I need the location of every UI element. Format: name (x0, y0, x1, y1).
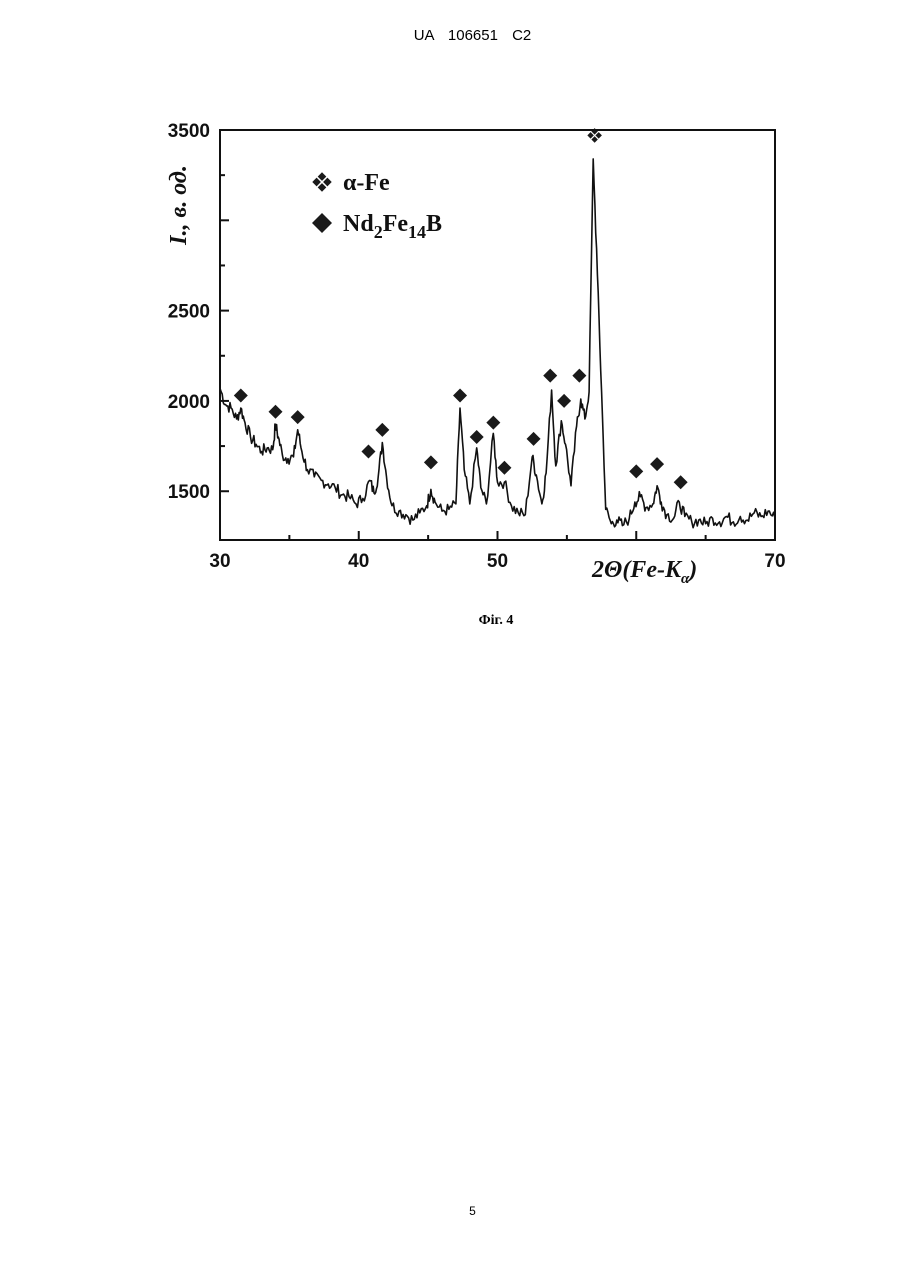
four-diamond-part (312, 178, 321, 187)
four-diamond-part (318, 183, 327, 192)
x-tick-marks (220, 531, 775, 540)
legend-item-nd2fe14b: Nd2Fe14B (312, 211, 442, 242)
legend-label-alpha-fe: α-Fe (343, 170, 390, 196)
nd2fe14b-marker (497, 461, 511, 475)
four-diamond-part (323, 178, 332, 187)
y-tick-label: 2500 (168, 302, 210, 323)
four-diamond-part (595, 132, 601, 138)
page-number: 5 (0, 1204, 901, 1218)
nd2fe14b-marker (674, 475, 688, 489)
chart-svg: 30405070 1500200025003500 α-Fe Nd2Fe14B … (140, 110, 800, 605)
x-tick-label: 70 (764, 551, 785, 572)
x-tick-label: 40 (348, 551, 369, 572)
legend: α-Fe Nd2Fe14B (312, 170, 442, 242)
x-tick-labels: 30 40 50 70 (209, 551, 785, 572)
nd2fe14b-marker (543, 369, 557, 383)
x-tick-label: 30 (209, 551, 230, 572)
x-axis-title: 2Θ(Fe-Kα) (591, 557, 697, 587)
legend-four-diamond-icon (312, 172, 331, 191)
y-tick-label: 1500 (168, 482, 210, 503)
nd2fe14b-marker (629, 464, 643, 478)
nd2fe14b-marker (269, 405, 283, 419)
nd2fe14b-marker (453, 389, 467, 403)
legend-item-alpha-fe: α-Fe (312, 170, 390, 196)
y-tick-label: 2000 (168, 392, 210, 413)
series-line (220, 159, 775, 528)
nd2fe14b-marker (234, 389, 248, 403)
nd2fe14b-marker (424, 455, 438, 469)
four-diamond-part (587, 132, 593, 138)
nd2fe14b-marker (375, 423, 389, 437)
nd2fe14b-marker (486, 416, 500, 430)
legend-marker-nd2fe14b-icon (312, 213, 332, 233)
nd2fe14b-marker (557, 394, 571, 408)
y-tick-marks (220, 130, 229, 491)
xrd-chart: 30405070 1500200025003500 α-Fe Nd2Fe14B … (140, 110, 800, 605)
four-diamond-part (318, 172, 327, 181)
nd2fe14b-marker (572, 369, 586, 383)
x-tick-label: 50 (487, 551, 508, 572)
document-header: UA 106651 C2 (0, 27, 901, 44)
legend-diamond-icon (312, 213, 332, 233)
peak-markers (234, 128, 688, 489)
legend-label-nd2fe14b: Nd2Fe14B (343, 211, 442, 242)
nd2fe14b-marker (527, 432, 541, 446)
nd2fe14b-marker (650, 457, 664, 471)
nd2fe14b-marker (361, 444, 375, 458)
nd2fe14b-marker (291, 410, 305, 424)
y-axis-title: I., в. од. (166, 165, 192, 246)
y-tick-label: 3500 (168, 121, 210, 142)
figure-caption: Фіг. 4 (0, 613, 901, 629)
nd2fe14b-marker (470, 430, 484, 444)
four-diamond-part (591, 136, 597, 142)
legend-marker-alpha-fe-icon (312, 172, 331, 191)
